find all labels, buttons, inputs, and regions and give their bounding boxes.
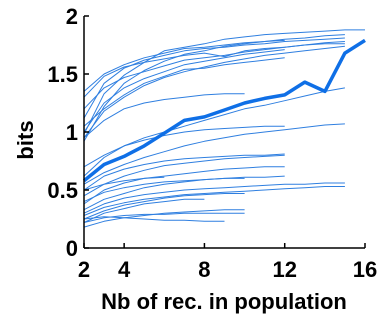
series-line-9 bbox=[83, 43, 345, 98]
y-tick-label-0.5: 0.5 bbox=[47, 178, 78, 203]
series-line-17 bbox=[83, 175, 285, 203]
y-tick-label-1: 1 bbox=[66, 120, 78, 145]
series-line-19 bbox=[83, 186, 345, 216]
series-line-12 bbox=[83, 123, 345, 185]
x-tick-label-2: 2 bbox=[78, 257, 90, 282]
x-axis-title: Nb of rec. in population bbox=[101, 289, 347, 314]
series-line-8 bbox=[83, 57, 285, 127]
y-tick-label-0: 0 bbox=[66, 236, 78, 261]
mean-series-line bbox=[82, 38, 366, 183]
series-line-4 bbox=[83, 39, 285, 92]
series-line-16 bbox=[83, 166, 285, 205]
x-tick-label-8: 8 bbox=[198, 257, 210, 282]
series-line-10 bbox=[83, 93, 245, 139]
series-line-18 bbox=[83, 182, 345, 214]
series-line-23 bbox=[83, 209, 245, 228]
series-line-3 bbox=[83, 37, 345, 119]
series-line-6 bbox=[83, 49, 285, 133]
series-line-1 bbox=[83, 29, 365, 135]
series-line-21 bbox=[83, 193, 245, 220]
x-tick-label-16: 16 bbox=[353, 257, 377, 282]
series-line-22 bbox=[83, 198, 205, 223]
y-tick-label-1.5: 1.5 bbox=[47, 62, 78, 87]
series-layer bbox=[83, 29, 365, 228]
series-line-2 bbox=[83, 34, 345, 142]
series-line-5 bbox=[83, 41, 345, 110]
series-line-26 bbox=[83, 176, 165, 191]
series-line-7 bbox=[83, 45, 345, 139]
series-line-13 bbox=[83, 125, 285, 177]
series-line-14 bbox=[83, 153, 285, 191]
mean-series-layer bbox=[82, 38, 366, 183]
series-line-15 bbox=[83, 154, 285, 197]
y-axis-title: bits bbox=[13, 120, 38, 159]
x-tick-label-12: 12 bbox=[272, 257, 296, 282]
tick-labels: 2 4 8 12 16 0 0.5 1 1.5 2 bbox=[47, 4, 377, 282]
tick-marks bbox=[83, 15, 366, 249]
x-tick-label-4: 4 bbox=[118, 257, 131, 282]
series-line-25 bbox=[83, 216, 225, 222]
series-line-20 bbox=[83, 177, 245, 211]
y-tick-label-2: 2 bbox=[66, 4, 78, 29]
